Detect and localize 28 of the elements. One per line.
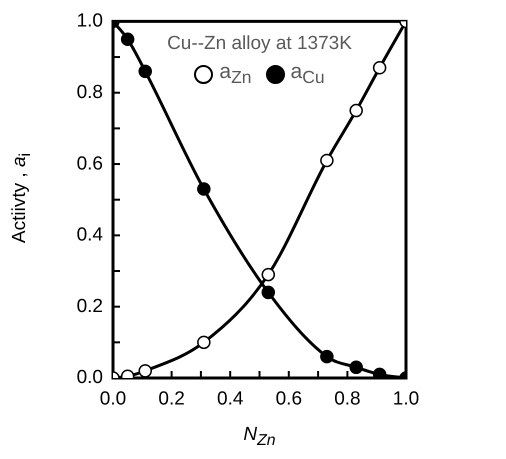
x-tick-label: 0.6 bbox=[276, 388, 302, 410]
text: Cu--Zn alloy at 1373K bbox=[166, 33, 353, 55]
x-tick-label: 0.2 bbox=[158, 388, 185, 410]
x-tick-label: 0.8 bbox=[334, 388, 361, 410]
point bbox=[138, 64, 152, 78]
y-tick-label: 0.2 bbox=[76, 296, 103, 317]
point bbox=[120, 32, 134, 46]
x-tick-label: 0.0 bbox=[100, 388, 126, 410]
point bbox=[262, 268, 276, 282]
y-tick-label: 0.6 bbox=[76, 153, 103, 174]
x-tick-label: 0.4 bbox=[216, 388, 244, 410]
y-tick-label: 0.8 bbox=[76, 82, 103, 103]
x-axis-title: N$_{Zn}$ bbox=[243, 424, 276, 449]
y-tick-label: 0.4 bbox=[76, 224, 104, 246]
y-tick-label: 0.0 bbox=[76, 367, 103, 388]
point bbox=[320, 350, 334, 364]
x-tick-label: 1.0 bbox=[392, 388, 420, 410]
point bbox=[138, 364, 152, 378]
point bbox=[197, 182, 211, 196]
point bbox=[349, 104, 363, 118]
point bbox=[262, 286, 276, 300]
point bbox=[320, 154, 334, 168]
point bbox=[197, 336, 211, 350]
legend-label: a$_{Cu}$ bbox=[290, 60, 325, 88]
point bbox=[372, 61, 386, 75]
y-tick-label: 1.0 bbox=[76, 10, 103, 32]
point bbox=[349, 360, 363, 374]
legend-label: a$_{Zn}$ bbox=[219, 60, 252, 88]
